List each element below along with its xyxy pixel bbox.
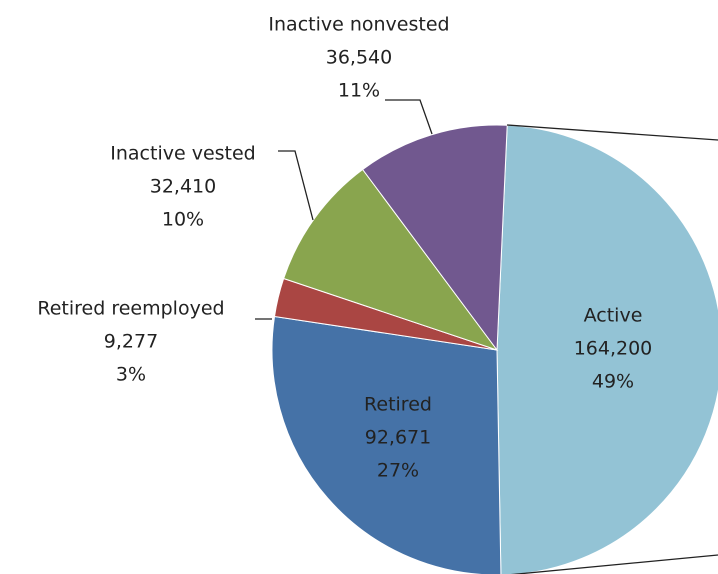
data-label-value: 36,540 (326, 47, 392, 69)
data-label-percent: 10% (162, 209, 204, 231)
data-label-value: 164,200 (574, 338, 653, 360)
pie-slice (271, 315, 502, 574)
pie-slice (283, 168, 499, 351)
data-label-name: Inactive nonvested (268, 14, 449, 36)
data-label-percent: 11% (338, 80, 380, 102)
data-label-percent: 49% (592, 371, 634, 393)
data-label-name: Inactive vested (110, 143, 255, 165)
connector-line (506, 124, 718, 141)
data-label-name: Retired reemployed (37, 298, 224, 320)
pie-slice (361, 124, 508, 352)
leader-line (385, 99, 433, 135)
data-label-value: 9,277 (104, 331, 158, 353)
data-label-value: 32,410 (150, 176, 216, 198)
data-label-name: Retired (364, 394, 432, 416)
data-label-percent: 27% (377, 460, 419, 482)
data-label-name: Active (584, 305, 643, 327)
pie-slice (496, 124, 718, 574)
connector-line (510, 554, 718, 574)
data-label-percent: 3% (116, 364, 146, 386)
data-label-value: 92,671 (365, 427, 431, 449)
leader-line (278, 150, 314, 221)
